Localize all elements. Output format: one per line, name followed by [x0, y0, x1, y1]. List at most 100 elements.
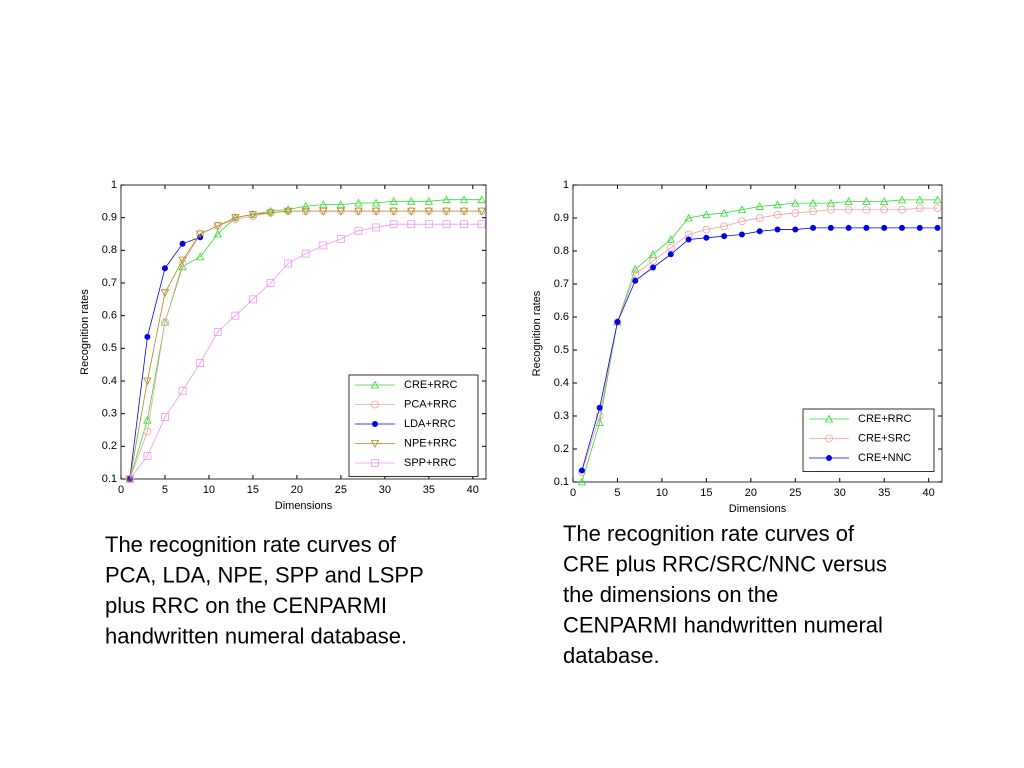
marker: [424, 220, 433, 229]
marker: [319, 241, 328, 250]
x-tick-label: 30: [834, 487, 846, 499]
marker: [810, 224, 817, 231]
legend-marker: [371, 400, 379, 409]
marker: [862, 197, 871, 205]
marker: [144, 333, 151, 340]
x-axis-label: Dimensions: [275, 500, 333, 512]
y-tick-label: 0.1: [102, 473, 117, 485]
marker: [477, 220, 486, 229]
marker: [614, 318, 621, 325]
x-tick-label: 0: [570, 487, 576, 499]
x-tick-label: 15: [247, 484, 259, 496]
caption-line: plus RRC on the CENPARMI: [105, 593, 387, 618]
y-tick-label: 0.9: [102, 212, 117, 224]
legend-marker: [826, 454, 833, 461]
marker: [160, 289, 170, 298]
marker: [371, 198, 381, 207]
marker: [773, 210, 782, 219]
marker: [460, 220, 468, 229]
marker: [897, 195, 907, 204]
marker: [915, 195, 924, 204]
marker: [178, 386, 187, 395]
marker: [880, 197, 889, 205]
marker: [266, 209, 275, 218]
marker: [631, 264, 640, 273]
marker: [791, 209, 800, 217]
marker: [161, 265, 168, 272]
y-tick-label: 0.6: [102, 310, 117, 322]
caption-line: The recognition rate curves of: [105, 532, 397, 557]
marker: [301, 249, 310, 258]
marker: [178, 256, 187, 265]
series-line: [129, 199, 482, 480]
y-tick-label: 1: [563, 179, 569, 191]
marker: [283, 205, 293, 213]
marker: [213, 229, 222, 238]
marker: [143, 452, 152, 461]
marker: [773, 200, 782, 209]
y-axis-label: Recognition rates: [531, 290, 543, 376]
legend-label: CRE+RRC: [404, 379, 458, 391]
marker: [389, 196, 398, 205]
x-tick-label: 40: [923, 487, 935, 499]
marker: [933, 195, 942, 204]
legend-box: [802, 408, 935, 472]
marker: [881, 224, 888, 231]
marker: [791, 198, 800, 207]
marker: [684, 213, 693, 222]
series-line: [581, 207, 938, 473]
marker: [301, 207, 310, 216]
caption-line: PCA, LDA, NPE, SPP and LSPP: [105, 563, 424, 588]
marker: [266, 206, 275, 215]
marker: [755, 214, 764, 222]
marker: [283, 207, 293, 216]
marker: [916, 224, 923, 231]
marker: [477, 207, 486, 216]
legend-label: CRE+SRC: [858, 432, 911, 444]
marker: [424, 207, 434, 216]
marker: [160, 317, 170, 326]
marker: [720, 222, 729, 231]
marker: [442, 207, 451, 216]
marker: [578, 467, 585, 474]
marker: [407, 196, 416, 205]
marker: [372, 223, 380, 232]
marker: [650, 264, 657, 271]
marker: [266, 279, 275, 287]
marker: [880, 205, 889, 214]
marker: [407, 220, 416, 229]
legend-marker: [824, 414, 834, 423]
y-tick-label: 0.8: [102, 244, 117, 256]
marker: [354, 198, 363, 207]
marker: [213, 328, 222, 336]
marker: [666, 243, 675, 252]
y-tick-label: 1: [111, 179, 117, 191]
marker: [845, 224, 852, 231]
plot-frame: [120, 184, 487, 480]
y-tick-label: 0.1: [554, 476, 569, 488]
marker: [231, 214, 240, 223]
marker: [703, 234, 710, 241]
marker: [442, 220, 451, 229]
x-tick-label: 15: [700, 487, 712, 499]
x-tick-label: 20: [745, 487, 757, 499]
marker: [459, 195, 469, 204]
marker: [719, 208, 729, 217]
marker: [336, 234, 345, 243]
marker: [143, 427, 152, 436]
marker: [354, 207, 363, 216]
marker: [195, 230, 205, 239]
marker: [248, 211, 258, 219]
marker: [934, 224, 941, 231]
y-tick-label: 0.4: [554, 377, 569, 389]
marker: [808, 198, 818, 207]
marker: [595, 412, 604, 420]
y-tick-label: 0.9: [554, 212, 569, 224]
x-tick-label: 25: [789, 487, 801, 499]
marker: [179, 240, 186, 247]
y-tick-label: 0.6: [554, 311, 569, 323]
plot-frame: [572, 184, 943, 483]
marker: [737, 205, 747, 214]
